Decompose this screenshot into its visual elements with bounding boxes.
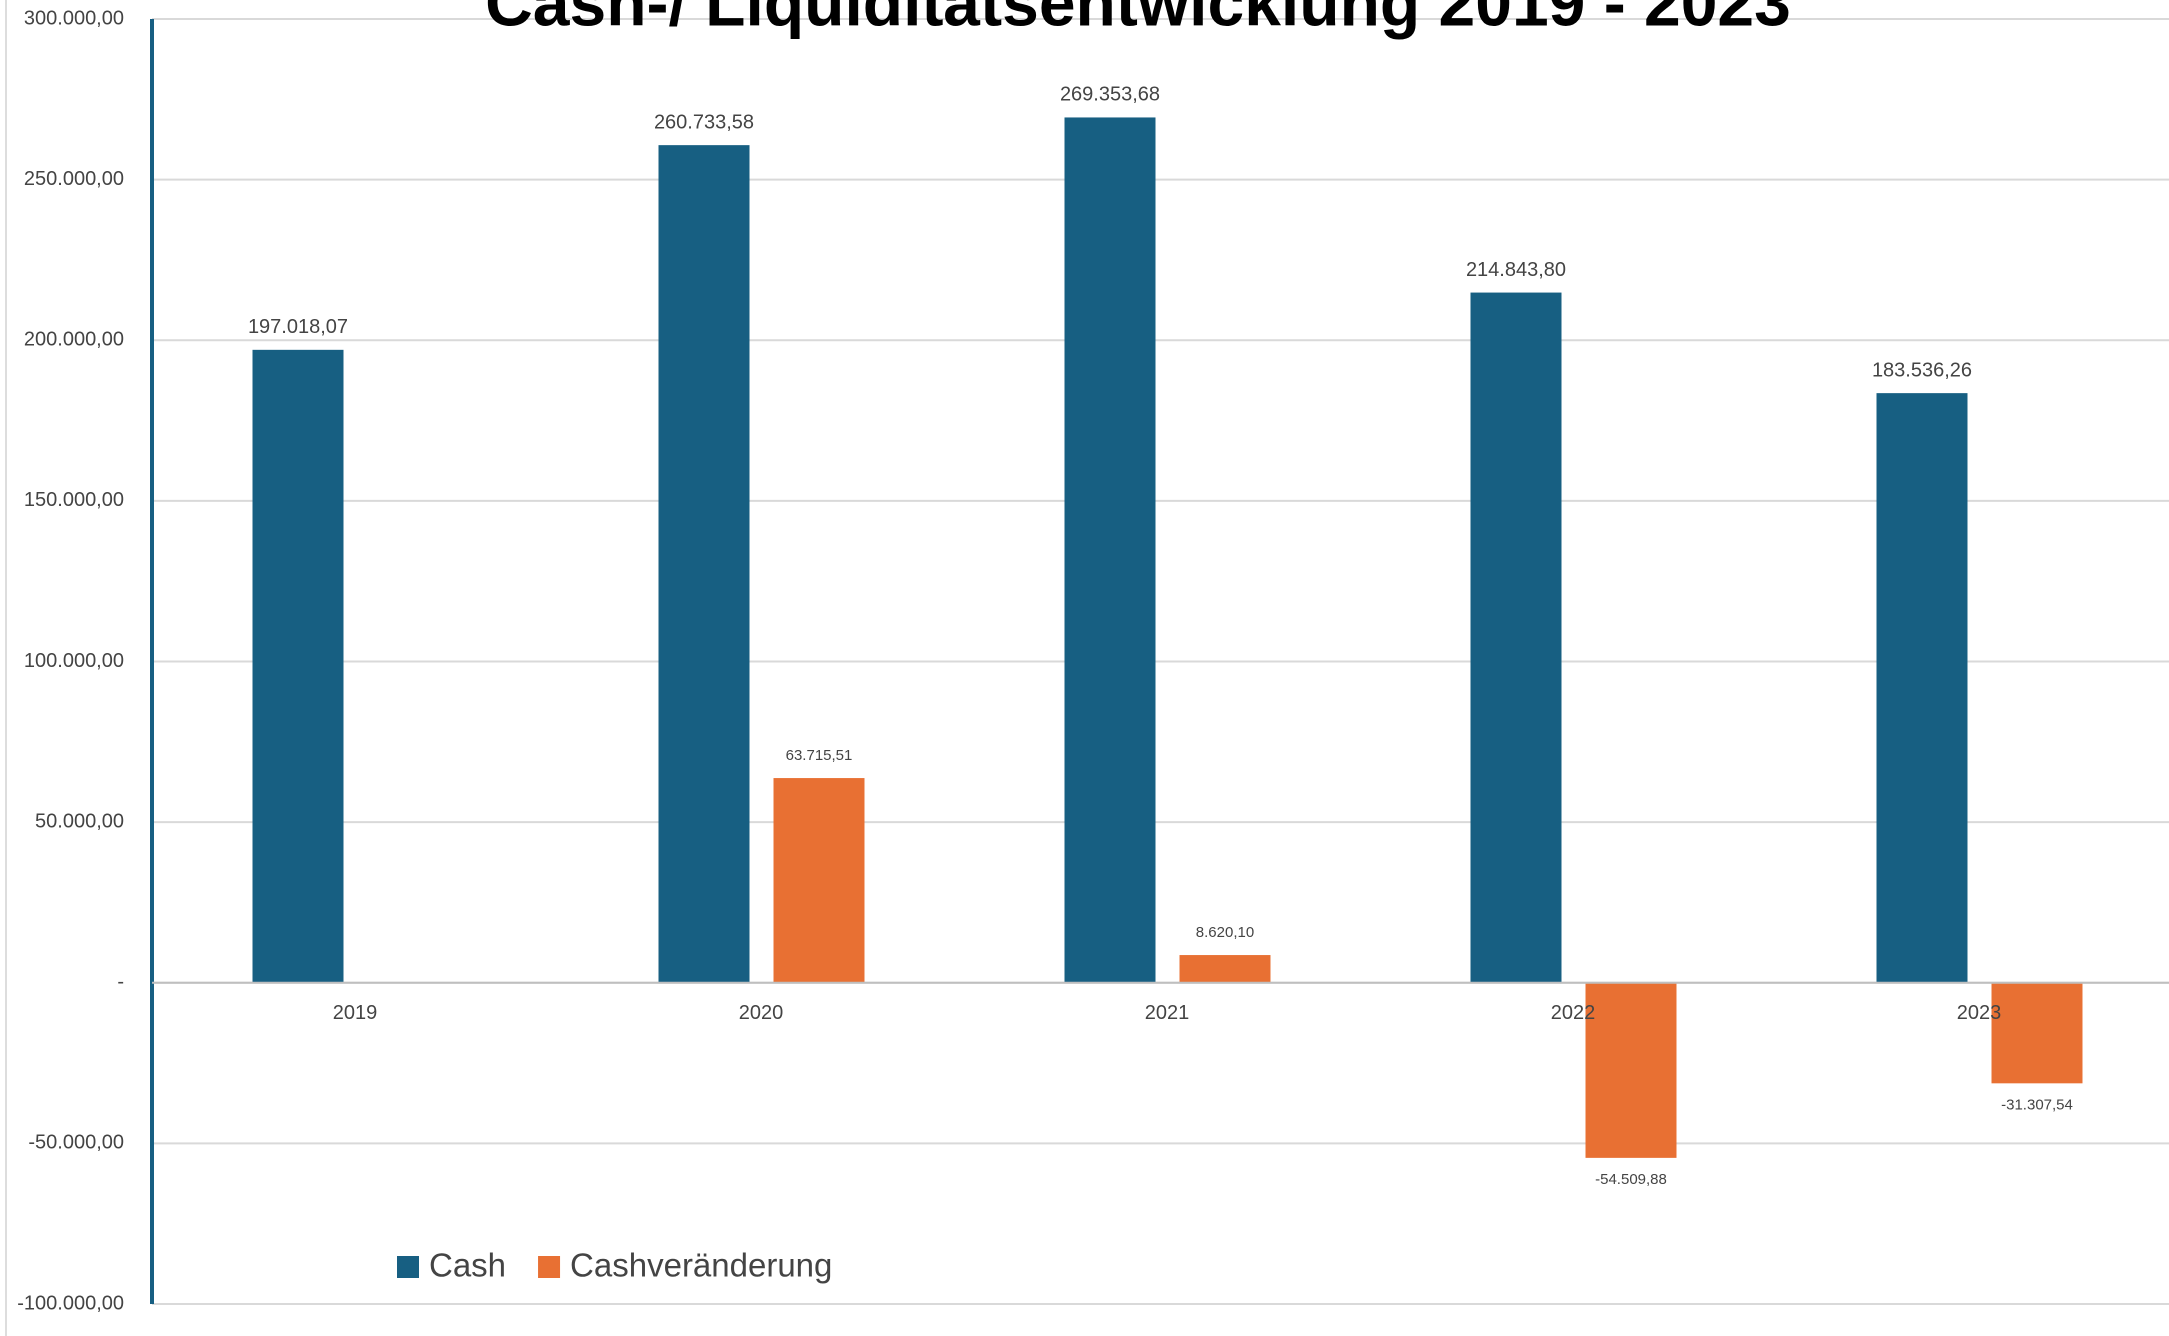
bar bbox=[1992, 983, 2083, 1084]
bar bbox=[1877, 393, 1968, 983]
bar bbox=[774, 778, 865, 983]
legend-label: Cashveränderung bbox=[570, 1247, 832, 1284]
y-tick-label: -50.000,00 bbox=[28, 1132, 124, 1154]
bar bbox=[253, 350, 344, 983]
chart-title: Cash-/ Liquiditätsentwicklung 2019 - 202… bbox=[485, 0, 1791, 39]
y-tick-label: - bbox=[117, 971, 124, 993]
data-label: 197.018,07 bbox=[248, 316, 348, 338]
y-tick-label: 200.000,00 bbox=[24, 329, 124, 351]
y-tick-label: 250.000,00 bbox=[24, 168, 124, 190]
y-tick-label: 150.000,00 bbox=[24, 489, 124, 511]
legend-swatch bbox=[397, 1256, 419, 1278]
legend-swatch bbox=[538, 1256, 560, 1278]
x-tick-label: 2021 bbox=[1145, 1002, 1190, 1024]
data-label: 269.353,68 bbox=[1060, 84, 1160, 106]
bar bbox=[659, 145, 750, 983]
bar bbox=[1180, 955, 1271, 983]
data-label: 214.843,80 bbox=[1466, 259, 1566, 281]
y-tick-label: 300.000,00 bbox=[24, 7, 124, 29]
data-label: -31.307,54 bbox=[2001, 1096, 2073, 1113]
data-label: 8.620,10 bbox=[1196, 924, 1254, 941]
chart: -100.000,00-50.000,00-50.000,00100.000,0… bbox=[0, 0, 2169, 1336]
bar bbox=[1586, 983, 1677, 1158]
data-label: 183.536,26 bbox=[1872, 359, 1972, 381]
x-tick-label: 2023 bbox=[1957, 1002, 2002, 1024]
bar bbox=[1065, 117, 1156, 982]
x-tick-label: 2019 bbox=[333, 1002, 378, 1024]
y-tick-label: 50.000,00 bbox=[35, 810, 124, 832]
y-tick-label: 100.000,00 bbox=[24, 650, 124, 672]
data-label: -54.509,88 bbox=[1595, 1171, 1667, 1188]
data-label: 260.733,58 bbox=[654, 111, 754, 133]
legend-label: Cash bbox=[429, 1247, 506, 1284]
data-label: 63.715,51 bbox=[786, 747, 853, 764]
page: -100.000,00-50.000,00-50.000,00100.000,0… bbox=[0, 0, 2169, 1336]
bar bbox=[1471, 293, 1562, 983]
x-tick-label: 2022 bbox=[1551, 1002, 1596, 1024]
y-tick-label: -100.000,00 bbox=[17, 1292, 124, 1314]
x-tick-label: 2020 bbox=[739, 1002, 784, 1024]
